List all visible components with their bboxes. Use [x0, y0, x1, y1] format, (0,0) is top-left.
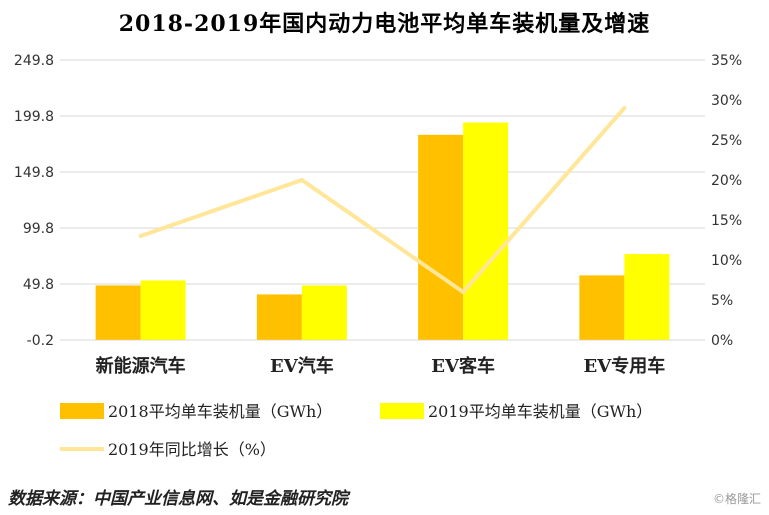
category-label: EV专用车	[584, 355, 666, 377]
bar	[95, 285, 141, 340]
right-tick-label: 10%	[711, 253, 742, 269]
bar	[418, 134, 464, 340]
left-tick-label: 249.8	[14, 53, 54, 69]
right-tick-label: 30%	[711, 93, 742, 109]
line-point	[461, 290, 466, 294]
bar	[624, 254, 670, 340]
bar	[463, 122, 509, 340]
category-label: 新能源汽车	[96, 355, 186, 377]
left-tick-label: 199.8	[14, 109, 54, 125]
right-tick-label: 5%	[711, 293, 733, 309]
left-tick-label: 49.8	[23, 277, 54, 293]
category-labels: 新能源汽车 EV汽车 EV客车 EV专用车	[96, 355, 666, 377]
right-tick-label: 25%	[711, 133, 742, 149]
line-point	[138, 234, 143, 238]
bar	[579, 275, 625, 340]
legend-label: 2019平均单车装机量（GWh）	[428, 402, 652, 421]
bar	[140, 280, 186, 340]
legend-label: 2019年同比增长（%）	[108, 440, 276, 459]
line-point	[622, 106, 627, 110]
source-note: 数据来源：中国产业信息网、如是金融研究院	[8, 489, 348, 509]
category-label: EV客车	[431, 355, 495, 377]
right-tick-label: 20%	[711, 173, 742, 189]
legend-swatch	[60, 403, 104, 419]
bars	[95, 122, 670, 340]
right-tick-label: 15%	[711, 213, 742, 229]
bar	[256, 294, 302, 340]
watermark: ©格隆汇	[712, 492, 761, 506]
legend: 2018平均单车装机量（GWh） 2019平均单车装机量（GWh） 2019年同比增…	[60, 402, 652, 459]
line-point	[299, 178, 304, 182]
left-tick-label: 99.8	[23, 221, 54, 237]
bar	[301, 285, 347, 340]
right-tick-label: 0%	[711, 333, 733, 349]
left-axis-ticks: -0.2 49.8 99.8 149.8 199.8 249.8	[14, 53, 54, 349]
right-tick-label: 35%	[711, 53, 742, 69]
left-tick-label: 149.8	[14, 165, 54, 181]
legend-swatch	[380, 403, 424, 419]
right-axis-ticks: 0% 5% 10% 15% 20% 25% 30% 35%	[711, 53, 742, 349]
growth-line	[138, 106, 627, 294]
category-label: EV汽车	[270, 355, 334, 377]
growth-line-path	[139, 106, 626, 294]
left-tick-label: -0.2	[27, 333, 54, 349]
chart-title: 2018-2019年国内动力电池平均单车装机量及增速	[118, 11, 651, 37]
legend-label: 2018平均单车装机量（GWh）	[108, 402, 332, 421]
